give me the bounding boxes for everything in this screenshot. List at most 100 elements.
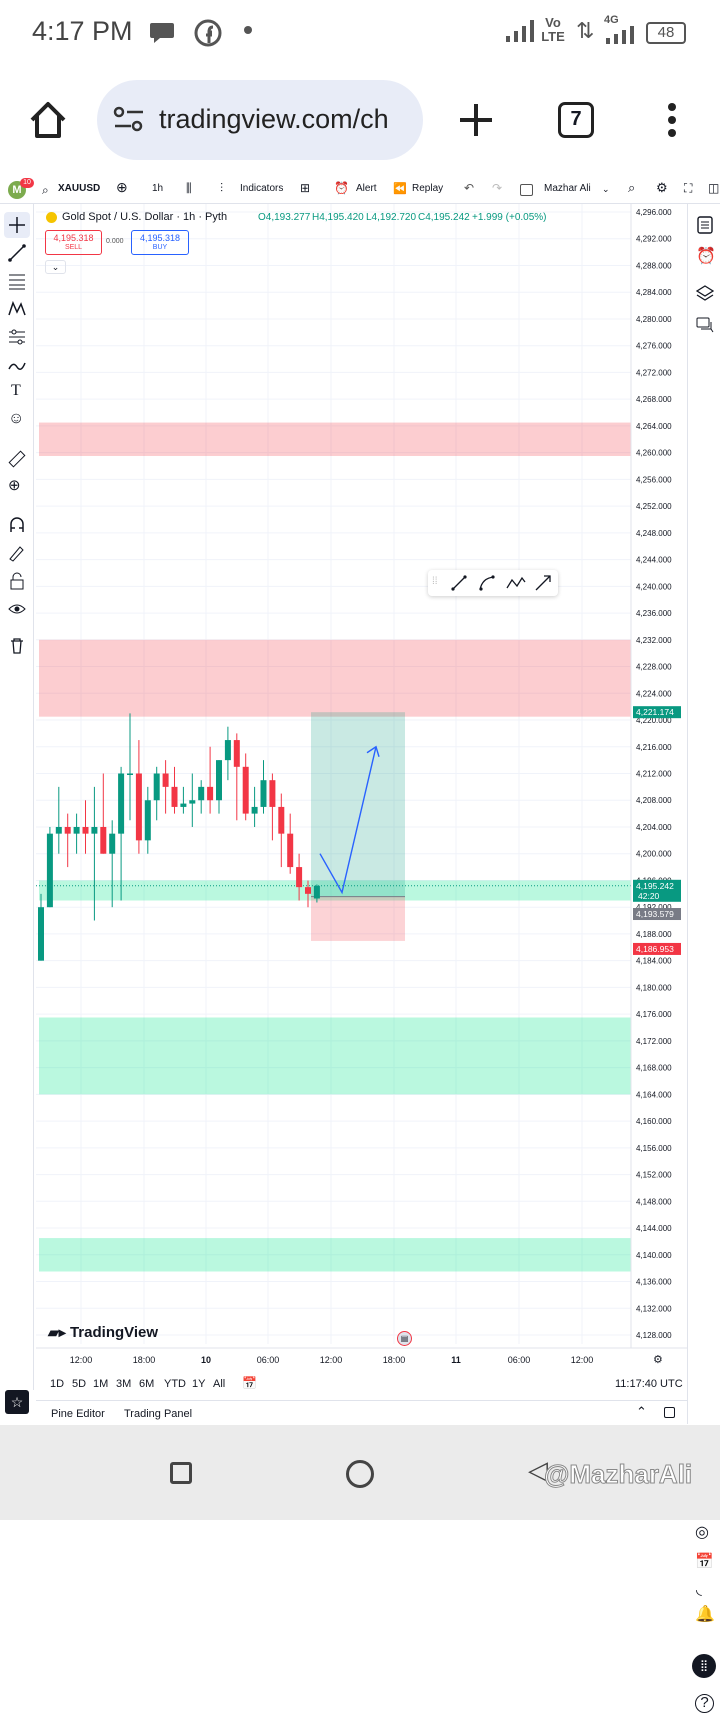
trend-line-icon[interactable] [8, 244, 26, 262]
symbol-search-button[interactable]: XAUUSD [58, 183, 101, 194]
layout-name-button[interactable]: Mazhar Ali [544, 183, 591, 194]
bell-icon[interactable]: 🔔 [695, 1606, 715, 1623]
templates-icon[interactable]: ⊞ [300, 181, 311, 195]
chevron-up-icon[interactable]: ⌃ [636, 1404, 647, 1419]
buy-button[interactable]: 4,195.318 BUY [131, 230, 189, 255]
redo-icon[interactable]: ↷ [492, 181, 503, 195]
settings-icon[interactable]: ⚙ [656, 180, 668, 195]
forecast-icon[interactable] [8, 328, 26, 346]
collapse-legend-button[interactable]: ⌄ [45, 260, 66, 274]
undo-icon[interactable]: ↶ [464, 181, 475, 195]
text-tool-icon[interactable]: T [11, 382, 21, 399]
recent-apps-icon[interactable] [170, 1462, 192, 1484]
replay-button[interactable]: Replay [412, 183, 444, 194]
fib-retracement-icon[interactable] [8, 272, 26, 290]
url-text[interactable]: tradingview.com/ch [159, 104, 389, 134]
stop-price-label[interactable]: 4,186.953 [636, 944, 674, 954]
arrow-line-icon[interactable] [534, 574, 552, 592]
new-tab-icon[interactable] [458, 102, 494, 138]
replay-icon[interactable]: ⏪ [393, 183, 407, 195]
target-icon[interactable]: ◎ [695, 1524, 709, 1541]
more-menu-icon[interactable] [666, 102, 678, 138]
home-button-icon[interactable] [346, 1460, 374, 1488]
site-settings-icon[interactable] [113, 106, 145, 134]
alarm-icon[interactable]: ⏰ [696, 248, 716, 265]
date-range-icon[interactable]: 📅 [242, 1376, 257, 1390]
range-1y[interactable]: 1Y [192, 1378, 206, 1390]
snapshot-icon[interactable]: ◫ [708, 181, 720, 195]
position-target-area[interactable] [311, 712, 405, 897]
range-3m[interactable]: 3M [116, 1378, 132, 1390]
us-flag-event-icon[interactable]: ▤ [397, 1331, 412, 1346]
tab-switcher-button[interactable]: 7 [558, 102, 594, 138]
time-axis[interactable]: 12:00 18:00 10 06:00 12:00 18:00 11 06:00 12:00 ⚙ [36, 1347, 687, 1366]
layout-icon[interactable] [520, 184, 533, 196]
watchlist-icon[interactable] [696, 216, 714, 234]
resistance-zone[interactable] [39, 422, 631, 456]
ruler-icon[interactable] [8, 450, 26, 468]
range-ytd[interactable]: YTD [164, 1378, 186, 1390]
lock-icon[interactable] [8, 572, 26, 590]
tradingview-logo[interactable]: ▰▸ TradingView [48, 1324, 158, 1341]
favorites-star-icon[interactable]: ☆ [5, 1390, 29, 1414]
chevron-down-icon[interactable]: ⌄ [602, 184, 610, 194]
brush-icon[interactable] [8, 356, 26, 374]
maximize-panel-icon[interactable] [664, 1407, 675, 1418]
eye-icon[interactable] [8, 600, 26, 618]
interval-button[interactable]: 1h [152, 183, 164, 194]
support-zone[interactable] [39, 1238, 631, 1272]
symbol-title[interactable]: Gold Spot / U.S. Dollar · 1h · Pyth [62, 211, 228, 223]
utc-clock[interactable]: 11:17:40 UTC [615, 1378, 683, 1390]
range-5d[interactable]: 5D [72, 1378, 87, 1390]
zoom-in-icon[interactable]: ⊕ [8, 477, 21, 494]
projection-arrow[interactable] [319, 745, 380, 895]
alert-button[interactable]: Alert [356, 183, 377, 194]
candle-type-icon[interactable]: ⫼ [186, 181, 192, 195]
search-icon[interactable]: ⌕ [42, 183, 49, 197]
sell-button[interactable]: 4,195.318 SELL [45, 230, 102, 255]
magnet-icon[interactable] [8, 516, 26, 534]
compare-icon[interactable]: ⊕ [116, 179, 128, 195]
home-icon[interactable] [28, 100, 68, 140]
indicators-button[interactable]: Indicators [240, 183, 284, 194]
position-stop-area[interactable] [311, 896, 405, 941]
apps-grid-icon[interactable]: ⣿ [692, 1654, 716, 1678]
help-icon[interactable]: ? [695, 1694, 714, 1713]
target-price-label[interactable]: 4,221.174 [636, 707, 674, 717]
emoji-icon[interactable]: ☺ [8, 410, 25, 427]
curve-line-icon[interactable] [478, 574, 496, 592]
ray-line-icon[interactable] [450, 574, 468, 592]
range-1d[interactable]: 1D [50, 1378, 65, 1390]
layers-icon[interactable] [696, 284, 714, 302]
pine-editor-tab[interactable]: Pine Editor [51, 1408, 105, 1420]
current-price-label[interactable]: 4,195.242 [636, 881, 674, 891]
range-6m[interactable]: 6M [139, 1378, 155, 1390]
entry-price-label[interactable]: 4,193.579 [636, 909, 674, 919]
trading-panel-tab[interactable]: Trading Panel [124, 1408, 193, 1420]
trash-icon[interactable] [8, 636, 26, 654]
path-line-icon[interactable] [506, 574, 526, 592]
drag-handle-icon[interactable]: ⁞⁞ [432, 576, 438, 587]
arrow-path[interactable] [319, 746, 377, 895]
indicators-icon[interactable]: ⫶ [220, 181, 224, 195]
fullscreen-icon[interactable]: ⛶ [684, 181, 693, 195]
price-tick-label: 4,292.000 [636, 235, 672, 244]
price-axis[interactable]: 4,296.000 4,292.000 4,288.000 4,284.000 4,28… [630, 204, 681, 1348]
alert-icon[interactable]: ⏰ [334, 181, 349, 195]
address-bar[interactable]: tradingview.com/ch [97, 80, 423, 160]
pattern-icon[interactable] [8, 300, 26, 318]
support-zone[interactable] [39, 1017, 631, 1095]
quick-search-icon[interactable]: ⌕ [628, 180, 636, 195]
range-1m[interactable]: 1M [93, 1378, 109, 1390]
axis-settings-icon[interactable]: ⚙ [653, 1354, 663, 1366]
broadcast-icon[interactable]: ◟ [696, 1581, 702, 1598]
back-icon[interactable]: ◁ [528, 1455, 548, 1485]
resistance-zone[interactable] [39, 639, 631, 717]
chats-icon[interactable] [696, 316, 714, 334]
stay-drawing-icon[interactable] [8, 544, 26, 562]
price-chart[interactable]: 4,296.000 4,292.000 4,288.000 4,284.000 4,28… [36, 204, 687, 1400]
range-all[interactable]: All [213, 1378, 226, 1390]
calendar-icon[interactable]: 📅 [695, 1553, 714, 1570]
notification-badge: 10 [20, 178, 34, 188]
crosshair-tool[interactable] [4, 212, 30, 238]
